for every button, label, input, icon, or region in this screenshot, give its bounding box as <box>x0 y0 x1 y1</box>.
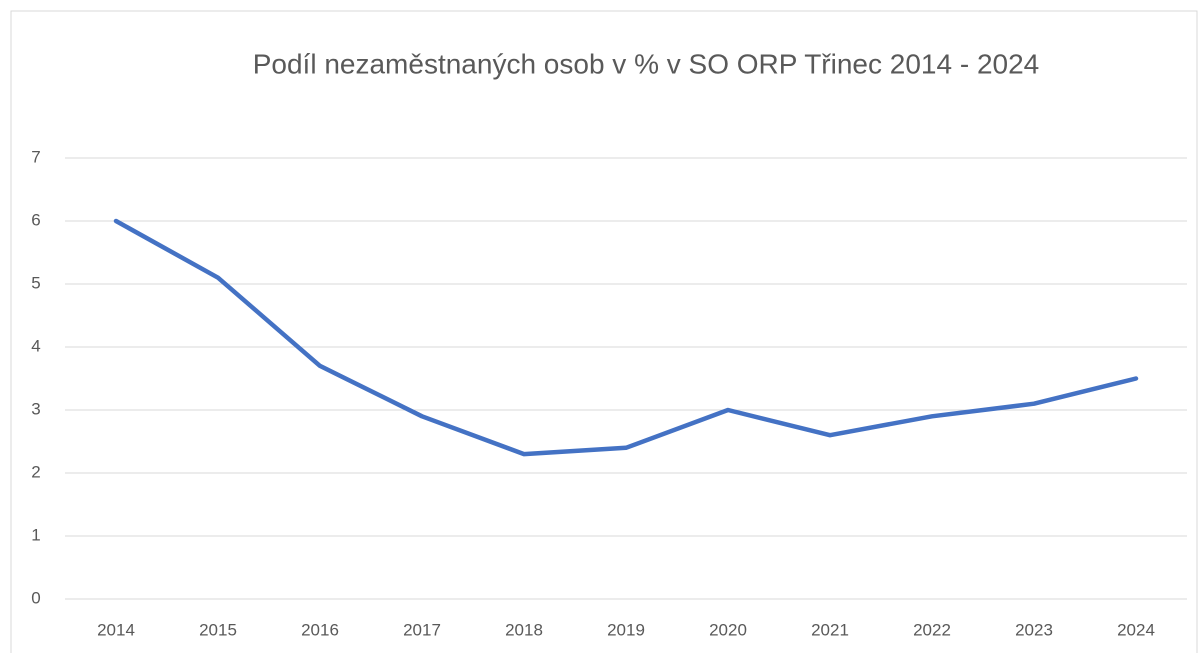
y-tick-label: 3 <box>31 399 40 418</box>
x-tick-label: 2023 <box>1015 620 1053 639</box>
y-tick-label: 7 <box>31 147 40 166</box>
y-tick-label: 5 <box>31 273 40 292</box>
chart-border <box>10 10 1198 653</box>
x-tick-label: 2018 <box>505 620 543 639</box>
x-tick-label: 2022 <box>913 620 951 639</box>
x-tick-label: 2016 <box>301 620 339 639</box>
data-line <box>113 218 1139 457</box>
y-tick-label: 4 <box>31 336 40 355</box>
y-tick-label: 1 <box>31 525 40 544</box>
x-tick-label: 2021 <box>811 620 849 639</box>
x-tick-label: 2017 <box>403 620 441 639</box>
y-tick-label: 2 <box>31 462 40 481</box>
x-tick-label: 2014 <box>97 620 135 639</box>
x-tick-label: 2024 <box>1117 620 1155 639</box>
x-tick-label: 2015 <box>199 620 237 639</box>
x-tick-label: 2020 <box>709 620 747 639</box>
x-tick-label: 2019 <box>607 620 645 639</box>
y-tick-label: 0 <box>31 588 40 607</box>
chart-title: Podíl nezaměstnaných osob v % v SO ORP T… <box>253 48 1040 79</box>
y-tick-label: 6 <box>31 210 40 229</box>
